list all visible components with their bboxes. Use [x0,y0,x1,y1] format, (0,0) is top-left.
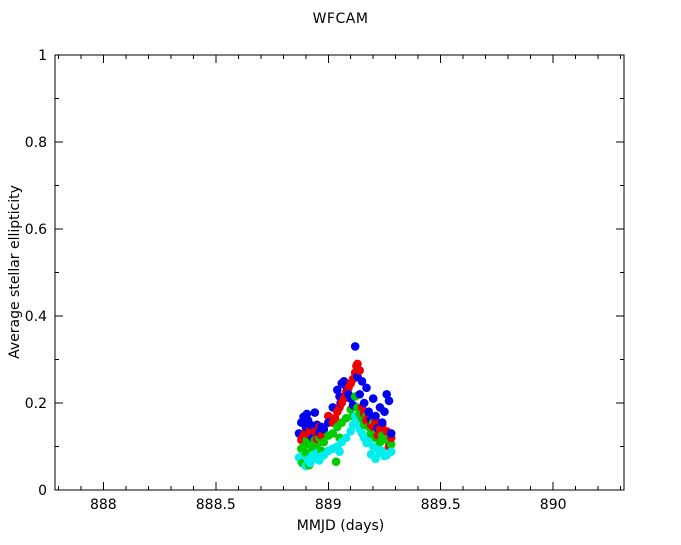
data-point-blue-detector [377,418,387,427]
data-point-blue-detector [302,409,312,419]
data-point-green-detector [319,437,329,447]
data-point-blue-detector [333,385,342,395]
data-point-red-detector [353,359,362,369]
data-point-blue-detector [357,377,367,386]
data-point-blue-detector [382,390,392,399]
y-tick-label: 0.4 [25,309,47,325]
data-point-blue-detector [359,398,369,408]
data-point-blue-detector [355,390,365,399]
data-point-cyan-detector [364,435,374,445]
x-tick-label: 889 [315,497,342,513]
data-point-green-detector [386,440,396,449]
axes [54,54,625,491]
data-point-green-detector [375,437,385,447]
data-point-blue-detector [350,342,360,351]
x-tick-label: 888 [90,497,117,513]
data-point-blue-detector [380,407,389,417]
data-point-cyan-detector [335,447,344,457]
data-point-cyan-detector [386,447,396,457]
tick-labels: 888 888.5 889 889.5 890 0 0.2 0.4 0.6 0.8 1 [25,48,567,513]
data-point-blue-detector [384,396,394,406]
data-point-blue-detector [371,411,380,421]
data-point-green-detector [331,457,341,467]
data-point-blue-detector [319,424,329,434]
y-tick-label: 0 [38,483,47,499]
data-point-blue-detector [386,429,396,438]
data-point-cyan-detector [341,433,351,443]
data-point-red-detector [330,413,340,423]
data-point-blue-detector [310,408,320,417]
x-tick-label: 889.5 [421,497,461,513]
y-tick-label: 0.6 [25,222,47,238]
data-point-red-detector [355,366,365,375]
y-tick-label: 0.8 [25,135,47,151]
x-axis-label: MMJD (days) [296,518,385,534]
x-tick-label: 888.5 [196,497,236,513]
data-point-blue-detector [368,394,378,403]
x-tick-label: 890 [540,497,567,513]
y-tick-label: 1 [38,48,47,64]
y-tick-label: 0.2 [25,396,47,412]
data-point-blue-detector [362,383,371,393]
data-point-blue-detector [306,420,315,430]
data-point-green-detector [341,413,351,423]
data-point-blue-detector [364,407,374,417]
scatter-points [294,342,396,471]
chart-title: WFCAM [312,11,369,27]
data-point-green-detector [328,429,338,438]
data-point-cyan-detector [346,427,356,436]
data-point-red-detector [324,411,333,421]
data-point-green-detector [301,448,311,458]
